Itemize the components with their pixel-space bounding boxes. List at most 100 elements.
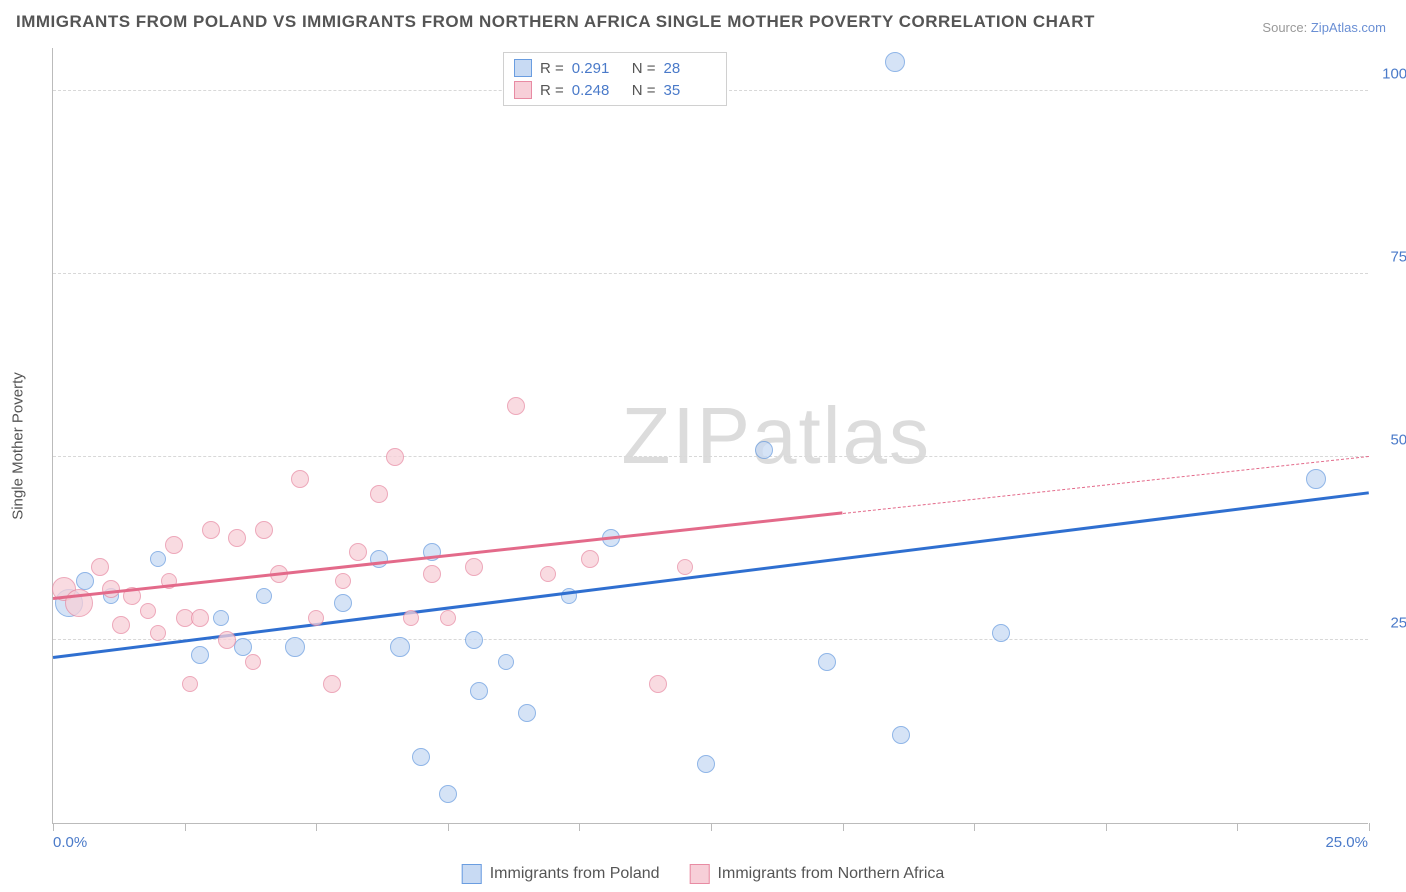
legend-row: R = 0.248 N = 35: [514, 79, 716, 101]
data-point[interactable]: [540, 566, 556, 582]
data-point[interactable]: [581, 550, 599, 568]
data-point[interactable]: [649, 675, 667, 693]
data-point[interactable]: [465, 558, 483, 576]
x-min-label: 0.0%: [53, 834, 87, 851]
data-point[interactable]: [91, 558, 109, 576]
data-point[interactable]: [507, 397, 525, 415]
legend-label: Immigrants from Poland: [490, 865, 660, 883]
data-point[interactable]: [390, 637, 410, 657]
legend-bottom: Immigrants from Poland Immigrants from No…: [462, 864, 945, 884]
data-point[interactable]: [470, 682, 488, 700]
data-point[interactable]: [285, 637, 305, 657]
n-value: 28: [664, 60, 716, 77]
gridline: [53, 456, 1368, 457]
legend-swatch: [514, 59, 532, 77]
x-tick: [185, 823, 186, 831]
data-point[interactable]: [335, 573, 351, 589]
data-point[interactable]: [291, 470, 309, 488]
gridline: [53, 639, 1368, 640]
data-point[interactable]: [234, 638, 252, 656]
source-value: ZipAtlas.com: [1311, 20, 1386, 35]
data-point[interactable]: [498, 654, 514, 670]
data-point[interactable]: [386, 448, 404, 466]
legend-item: Immigrants from Northern Africa: [690, 864, 945, 884]
legend-row: R =0.291N =28: [514, 57, 716, 79]
chart-title: IMMIGRANTS FROM POLAND VS IMMIGRANTS FRO…: [16, 12, 1095, 32]
x-tick: [53, 823, 54, 831]
x-tick: [843, 823, 844, 831]
data-point[interactable]: [440, 610, 456, 626]
x-tick: [316, 823, 317, 831]
data-point[interactable]: [439, 785, 457, 803]
data-point[interactable]: [885, 52, 905, 72]
y-axis-title: Single Mother Poverty: [10, 372, 27, 520]
data-point[interactable]: [202, 521, 220, 539]
data-point[interactable]: [518, 704, 536, 722]
data-point[interactable]: [165, 536, 183, 554]
watermark: ZIPatlas: [622, 390, 931, 482]
data-point[interactable]: [218, 631, 236, 649]
x-max-label: 25.0%: [1325, 834, 1368, 851]
y-tick-label: 100.0%: [1373, 65, 1406, 82]
data-point[interactable]: [102, 580, 120, 598]
r-value: 0.248: [572, 82, 624, 99]
data-point[interactable]: [191, 609, 209, 627]
x-tick: [1106, 823, 1107, 831]
data-point[interactable]: [112, 616, 130, 634]
data-point[interactable]: [465, 631, 483, 649]
legend-swatch: [462, 864, 482, 884]
data-point[interactable]: [213, 610, 229, 626]
data-point[interactable]: [323, 675, 341, 693]
data-point[interactable]: [992, 624, 1010, 642]
data-point[interactable]: [892, 726, 910, 744]
plot-area: ZIPatlas 25.0%50.0%75.0%100.0%0.0%25.0%R…: [52, 48, 1368, 824]
watermark-bold: ZIP: [622, 391, 752, 480]
data-point[interactable]: [255, 521, 273, 539]
data-point[interactable]: [1306, 469, 1326, 489]
data-point[interactable]: [334, 594, 352, 612]
data-point[interactable]: [423, 565, 441, 583]
data-point[interactable]: [228, 529, 246, 547]
data-point[interactable]: [150, 551, 166, 567]
r-label: R =: [540, 82, 564, 99]
data-point[interactable]: [256, 588, 272, 604]
y-tick-label: 25.0%: [1373, 614, 1406, 631]
legend-item: Immigrants from Poland: [462, 864, 660, 884]
x-tick: [1369, 823, 1370, 831]
watermark-light: atlas: [752, 391, 931, 480]
trend-line: [843, 456, 1370, 514]
x-tick: [579, 823, 580, 831]
data-point[interactable]: [403, 610, 419, 626]
data-point[interactable]: [349, 543, 367, 561]
data-point[interactable]: [245, 654, 261, 670]
n-label: N =: [632, 60, 656, 77]
n-label: N =: [632, 82, 656, 99]
r-value: 0.291: [572, 60, 624, 77]
data-point[interactable]: [370, 550, 388, 568]
x-tick: [974, 823, 975, 831]
data-point[interactable]: [76, 572, 94, 590]
x-tick: [1237, 823, 1238, 831]
data-point[interactable]: [150, 625, 166, 641]
data-point[interactable]: [818, 653, 836, 671]
y-tick-label: 75.0%: [1373, 248, 1406, 265]
data-point[interactable]: [697, 755, 715, 773]
legend-swatch: [514, 81, 532, 99]
source-label: Source:: [1262, 20, 1307, 35]
legend-swatch: [690, 864, 710, 884]
data-point[interactable]: [308, 610, 324, 626]
x-tick: [448, 823, 449, 831]
gridline: [53, 273, 1368, 274]
data-point[interactable]: [140, 603, 156, 619]
data-point[interactable]: [677, 559, 693, 575]
data-point[interactable]: [191, 646, 209, 664]
correlation-legend: R = 0.291 N = 28 R = 0.248 N = 35: [503, 52, 727, 106]
source-credit: Source: ZipAtlas.com: [1262, 20, 1386, 35]
data-point[interactable]: [182, 676, 198, 692]
data-point[interactable]: [412, 748, 430, 766]
data-point[interactable]: [755, 441, 773, 459]
x-tick: [711, 823, 712, 831]
data-point[interactable]: [370, 485, 388, 503]
n-value: 35: [664, 82, 716, 99]
legend-label: Immigrants from Northern Africa: [718, 865, 945, 883]
